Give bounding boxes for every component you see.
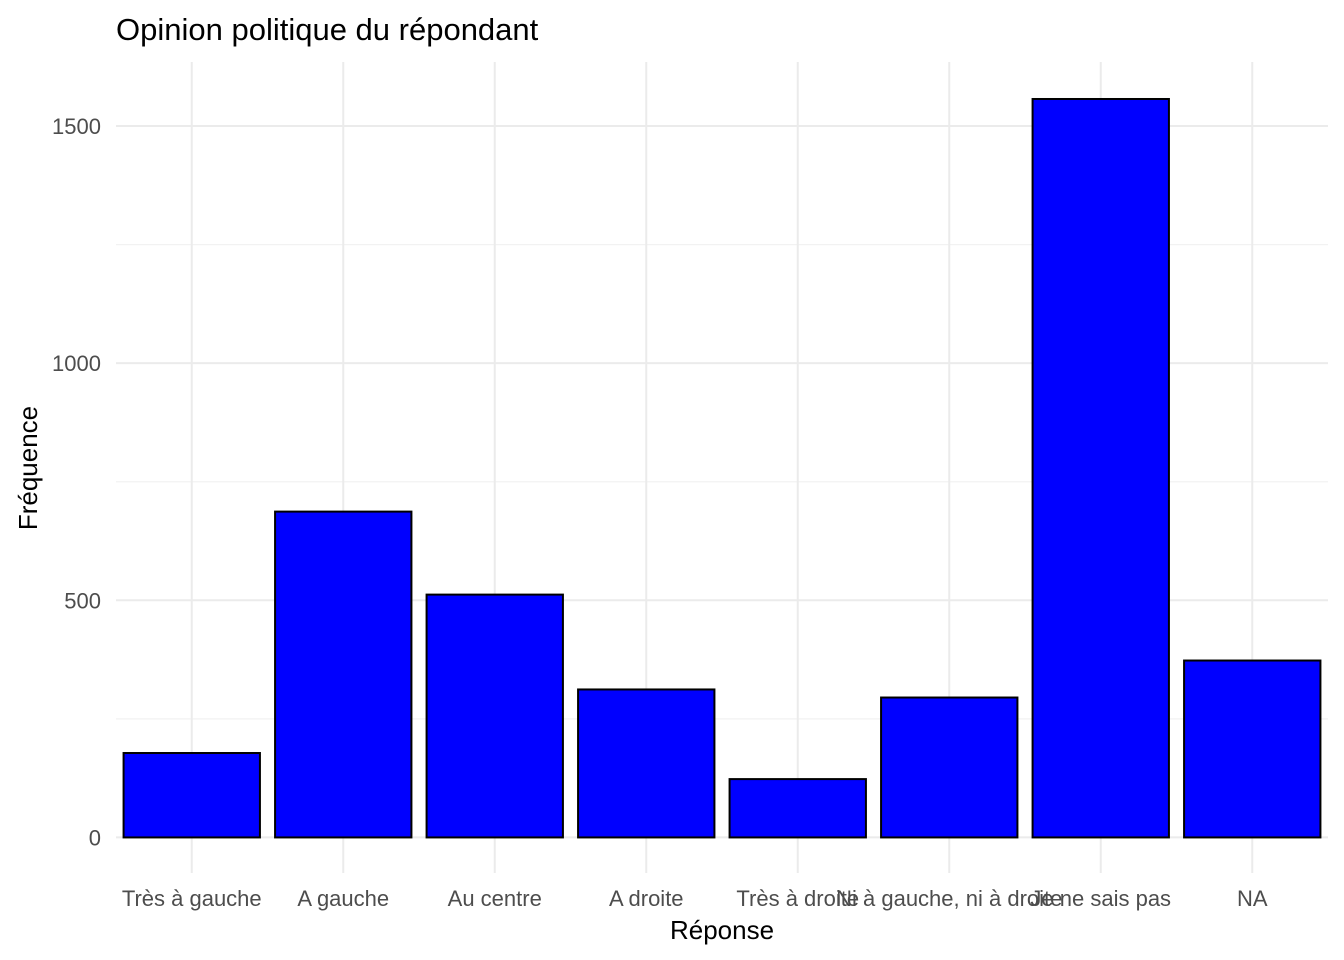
bar (577, 688, 716, 839)
x-tick-label: Très à droite (736, 886, 859, 911)
bar-series (122, 97, 1322, 839)
x-axis-title: Réponse (670, 915, 774, 945)
bar (1183, 659, 1322, 839)
chart-title: Opinion politique du répondant (116, 12, 539, 47)
y-axis-ticks: 0 500 1000 1500 (52, 114, 101, 850)
x-tick-label: NA (1237, 886, 1268, 911)
x-tick-label: Très à gauche (122, 886, 262, 911)
x-tick-label: A gauche (297, 886, 389, 911)
y-axis-title: Fréquence (13, 406, 43, 530)
x-tick-label: Au centre (448, 886, 542, 911)
x-tick-label: Je ne sais pas (1030, 886, 1171, 911)
x-tick-label: Ni à gauche, ni à droite (836, 886, 1062, 911)
bar (1031, 97, 1170, 839)
bar (728, 778, 867, 839)
x-axis-ticks: Très à gauche A gauche Au centre A droite Tr… (122, 886, 1268, 911)
x-tick-label: A droite (609, 886, 684, 911)
bar (880, 696, 1019, 839)
y-tick-label: 1500 (52, 114, 101, 139)
y-tick-label: 500 (64, 588, 101, 613)
y-tick-label: 1000 (52, 351, 101, 376)
bar (122, 752, 261, 839)
y-tick-label: 0 (89, 825, 101, 850)
bar (274, 510, 413, 839)
bar (425, 593, 564, 839)
